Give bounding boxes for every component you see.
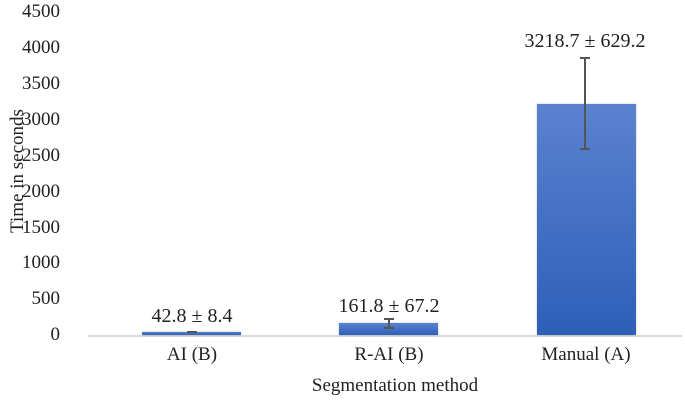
bar-r-ai-b (339, 323, 438, 335)
y-tick-4500: 4500 (22, 1, 60, 22)
error-cap-ai-b (187, 331, 197, 333)
y-tick-1500: 1500 (22, 217, 60, 238)
x-tick-r-ai-b: R-AI (B) (354, 344, 424, 365)
x-axis-label: Segmentation method (311, 375, 479, 396)
y-tick-2500: 2500 (22, 145, 60, 166)
data-label-ai-b: 42.8 ± 8.4 (151, 305, 233, 327)
x-axis-line (88, 335, 682, 337)
y-tick-2000: 2000 (22, 181, 60, 202)
x-tick-manual-a: Manual (A) (541, 344, 631, 365)
error-bar-manual-a (584, 58, 586, 149)
bar-manual-a (537, 104, 636, 335)
y-tick-3000: 3000 (22, 109, 60, 130)
y-tick-0: 0 (50, 324, 61, 345)
error-cap-bottom-manual-a (580, 148, 590, 150)
bar-ai-b (142, 332, 241, 335)
data-label-manual-a: 3218.7 ± 629.2 (524, 30, 646, 52)
y-tick-500: 500 (31, 288, 61, 309)
y-tick-1000: 1000 (22, 252, 60, 273)
y-tick-4000: 4000 (22, 37, 60, 58)
error-cap-top-r-ai-b (384, 318, 394, 320)
data-label-r-ai-b: 161.8 ± 67.2 (338, 295, 440, 317)
error-cap-bottom-r-ai-b (384, 327, 394, 329)
error-cap-top-manual-a (580, 57, 590, 59)
y-tick-3500: 3500 (22, 73, 60, 94)
error-bar-r-ai-b (388, 318, 390, 328)
x-tick-ai-b: AI (B) (166, 344, 218, 365)
